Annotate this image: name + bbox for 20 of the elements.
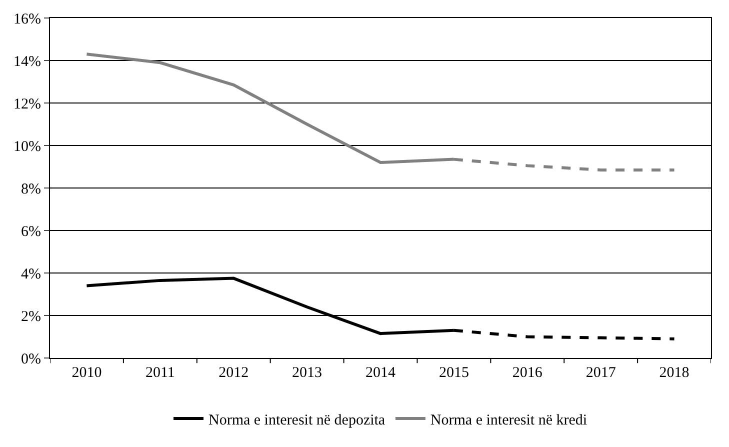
legend-label: Norma e interesit në kredi: [430, 412, 588, 428]
legend-label: Norma e interesit në depozita: [208, 412, 386, 428]
x-tick-label: 2018: [659, 365, 690, 381]
y-tick-label: 0%: [21, 351, 41, 368]
x-tick-label: 2010: [72, 365, 102, 381]
x-tick-label: 2013: [292, 365, 322, 381]
y-tick-label: 2%: [21, 308, 41, 325]
y-tick-label: 12%: [14, 96, 41, 112]
y-tick-label: 8%: [21, 181, 41, 198]
x-tick-label: 2011: [145, 365, 175, 381]
y-tick-label: 10%: [14, 138, 41, 155]
x-tick-label: 2012: [218, 365, 249, 381]
y-tick-label: 16%: [14, 11, 41, 28]
y-tick-label: 14%: [14, 54, 41, 70]
x-tick-label: 2015: [438, 365, 469, 381]
x-tick-label: 2017: [586, 365, 616, 381]
x-tick-label: 2014: [366, 365, 396, 381]
x-tick-label: 2016: [512, 365, 543, 381]
y-tick-label: 6%: [21, 224, 41, 240]
y-tick-label: 4%: [21, 266, 41, 282]
